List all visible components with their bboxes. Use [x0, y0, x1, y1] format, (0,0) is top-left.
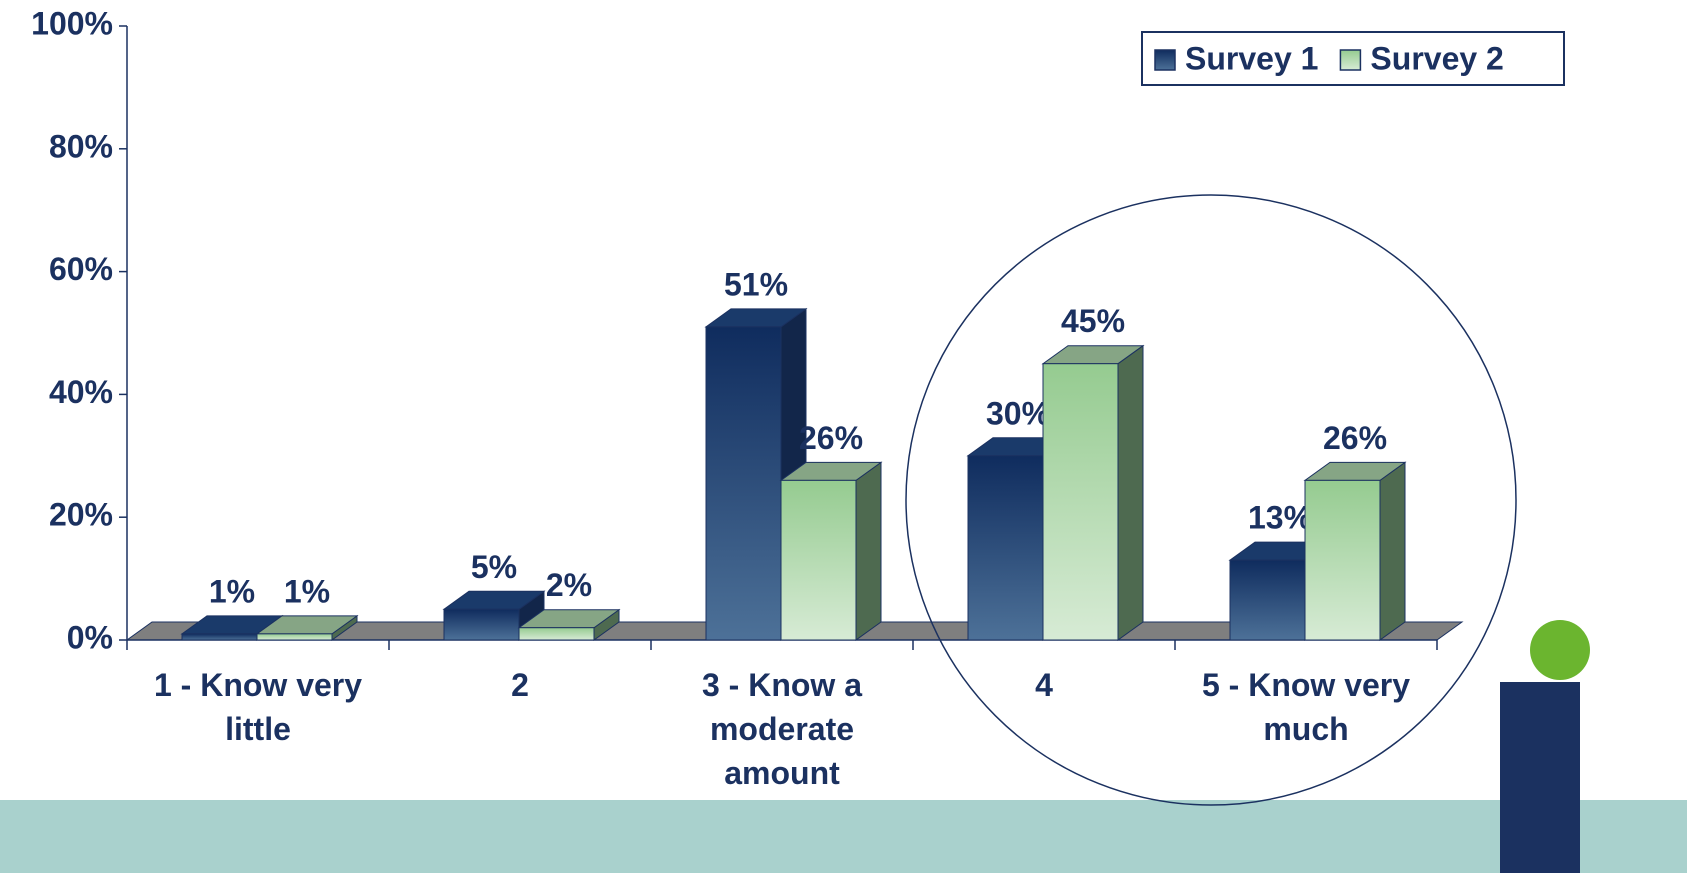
- bar-side: [1379, 461, 1406, 641]
- value-label: 51%: [724, 266, 788, 302]
- x-tick-label: 3 - Know a moderate amount: [701, 667, 862, 791]
- legend-label: Survey 2: [1370, 40, 1503, 76]
- y-tick-label: 80%: [49, 128, 113, 164]
- value-label: 1%: [284, 573, 330, 609]
- value-label: 5%: [471, 549, 517, 585]
- bar-side: [1117, 344, 1144, 641]
- legend-swatch: [1339, 49, 1362, 71]
- y-tick-label: 0%: [67, 619, 113, 655]
- x-tick-label: 5 - Know very much: [1201, 667, 1411, 747]
- value-label: 1%: [209, 573, 255, 609]
- footer-band: [0, 800, 1687, 873]
- bar: [1304, 479, 1381, 641]
- logo-apple: [1530, 620, 1590, 680]
- value-label: 45%: [1061, 303, 1125, 339]
- bar: [518, 627, 595, 641]
- y-tick-label: 100%: [31, 5, 113, 41]
- legend: Survey 1 Survey 2: [1141, 31, 1565, 86]
- y-tick-label: 60%: [49, 251, 113, 287]
- value-label: 30%: [986, 395, 1050, 431]
- bar: [181, 633, 258, 641]
- bar: [256, 633, 333, 641]
- legend-swatch: [1154, 49, 1176, 71]
- highlight-circle: [905, 194, 1517, 806]
- bar: [1229, 559, 1306, 641]
- y-tick-label: 40%: [49, 374, 113, 410]
- value-label: 2%: [546, 567, 592, 603]
- legend-label: Survey 1: [1185, 40, 1318, 76]
- x-tick-label: 1 - Know very little: [153, 667, 363, 747]
- x-tick-label: 4: [1035, 667, 1053, 703]
- bar: [1042, 363, 1119, 641]
- bar: [967, 455, 1044, 641]
- bar-side: [855, 461, 882, 641]
- value-label: 13%: [1248, 500, 1312, 536]
- logo: [1500, 682, 1580, 873]
- y-tick-label: 20%: [49, 497, 113, 533]
- x-tick-label: 2: [511, 667, 529, 703]
- bar: [705, 326, 782, 641]
- bar: [443, 608, 520, 641]
- value-label: 26%: [1323, 420, 1387, 456]
- plot: 0% 20% 40% 60% 80% 100% 1% 1% 5% 2% 51% 26% 30% 45% 13…: [31, 5, 1464, 655]
- value-label: 26%: [799, 420, 863, 456]
- bar: [780, 479, 857, 641]
